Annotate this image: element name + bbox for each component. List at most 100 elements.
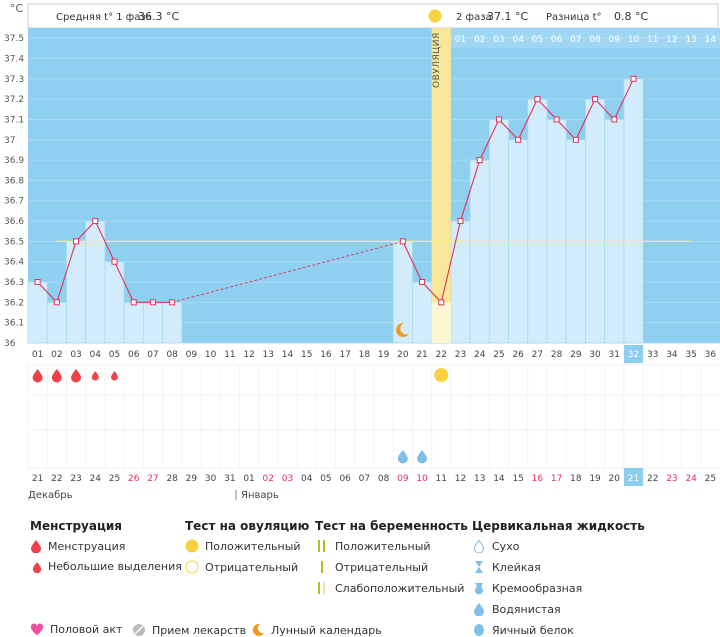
calendar-date-label: 15: [512, 474, 523, 484]
legend-ovulation-positive-label: Положительный: [205, 539, 301, 553]
temperature-point: [438, 299, 445, 306]
temperature-bar: [46, 301, 67, 344]
cycle-day-label: 14: [282, 350, 294, 360]
legend-pregnancy-positive-item: Положительный: [315, 539, 431, 553]
temperature-point: [476, 157, 483, 164]
ovulation-test-positive-icon: [434, 368, 449, 382]
legend-fluid-sticky-label: Клейкая: [492, 560, 541, 574]
calendar-date-label: 01: [243, 474, 254, 484]
temperature-point: [611, 116, 618, 123]
dpo-label: 02: [474, 35, 485, 45]
temperature-point: [73, 238, 80, 245]
temperature-point: [111, 258, 118, 265]
y-tick-label: 37.1: [4, 115, 24, 125]
phase2-value: 37.1 °C: [487, 10, 528, 23]
temperature-point: [592, 96, 599, 103]
calendar-date-label: 26: [128, 474, 140, 484]
cycle-day-label: 03: [70, 350, 81, 360]
y-tick-label: 36: [4, 339, 16, 349]
ovulation-column: [431, 28, 451, 343]
calendar-date-label: 31: [224, 474, 235, 484]
legend-sex-label: Половой акт: [50, 623, 123, 636]
legend-sex-item: Половой акт: [30, 623, 122, 636]
temperature-bar: [162, 301, 183, 344]
legend-fluid-sticky-item: Клейкая: [472, 560, 541, 574]
phase2-label: 2 фаза: [456, 12, 492, 23]
y-tick-label: 36.9: [4, 156, 24, 166]
temperature-line: [556, 119, 577, 141]
cycle-day-label: 35: [685, 350, 696, 360]
temperature-point: [515, 136, 522, 143]
cycle-day-label: 23: [455, 350, 466, 360]
calendar-date-label: 25: [705, 474, 716, 484]
temperature-bar: [469, 159, 490, 344]
y-tick-label: 37.5: [4, 34, 24, 44]
cycle-day-label: 06: [128, 350, 140, 360]
temperature-line: [114, 261, 135, 303]
legend-fluid-watery-item: Водянистая: [472, 602, 561, 616]
calendar-date-label: 09: [397, 474, 409, 484]
calendar-date-label: 24: [685, 474, 697, 484]
ovulation-day-bar: [431, 302, 451, 343]
temperature-line: [517, 98, 538, 141]
y-tick-label: 36.3: [4, 278, 24, 288]
temperature-line: [536, 98, 558, 120]
y-tick-label: 36.1: [4, 319, 24, 329]
calendar-date-label: 18: [570, 474, 582, 484]
temperature-line: [498, 119, 519, 141]
temperature-bar: [546, 119, 567, 344]
dpo-label: 03: [493, 35, 504, 45]
temperature-line: [94, 220, 115, 262]
ovulation-sun-icon: [428, 9, 442, 23]
dry-drop-icon: [473, 539, 485, 553]
legend-pregnancy-faint-item: Слабоположительный: [315, 581, 464, 595]
legend-fluid-watery-label: Водянистая: [492, 602, 561, 616]
legend-menstruation-label: Менструация: [48, 539, 126, 553]
calendar-date-label: 08: [378, 474, 390, 484]
sun-negative-icon: [185, 560, 199, 574]
two-lines-icon: [318, 540, 325, 552]
cycle-day-label: 09: [186, 350, 198, 360]
moon-icon: [252, 623, 264, 636]
dpo-label: 04: [512, 35, 524, 45]
cycle-day-label: 26: [512, 350, 524, 360]
pill-icon: [133, 624, 145, 636]
temperature-line: [402, 241, 423, 283]
legend-menstruation-title: Менструация: [30, 519, 122, 533]
dpo-label: 06: [551, 35, 563, 45]
temperature-point: [169, 299, 176, 306]
legend-pregnancy-test-title: Тест на беременность: [315, 519, 468, 533]
legend-moon-item: Лунный календарь: [251, 623, 382, 637]
dpo-label: 12: [666, 35, 677, 45]
calendar-date-label: 05: [320, 474, 331, 484]
watery-fluid-icon: [397, 450, 408, 464]
dpo-label: 07: [570, 35, 581, 45]
dpo-row: [450, 28, 720, 48]
temperature-bar: [604, 119, 625, 344]
phase1-value: 36.3 °C: [138, 10, 179, 23]
cycle-day-label: 05: [109, 350, 120, 360]
calendar-date-label: 23: [666, 474, 677, 484]
legend-moon-label: Лунный календарь: [271, 623, 382, 637]
cycle-day-label: 12: [243, 350, 254, 360]
month-january: Январь: [241, 490, 279, 501]
temperature-bar: [27, 281, 48, 344]
cycle-day-label: 20: [397, 350, 409, 360]
calendar-date-label: 06: [339, 474, 351, 484]
temperature-line: [594, 98, 615, 120]
menstruation-drop-icon: [51, 369, 62, 383]
temperature-line: [75, 220, 96, 242]
temp-diff-label: Разница t°: [546, 12, 602, 23]
legend-ovulation-negative-label: Отрицательный: [205, 560, 299, 574]
calendar-date-label: 24: [90, 474, 102, 484]
cycle-day-label: 10: [205, 350, 217, 360]
month-december: Декабрь: [28, 490, 73, 501]
calendar-date-label: 20: [609, 474, 621, 484]
cycle-day-label: 08: [166, 350, 178, 360]
temperature-bar: [104, 261, 125, 344]
eggwhite-icon: [474, 624, 484, 636]
current-day-highlight: [623, 345, 644, 363]
cycle-day-label: 21: [416, 350, 427, 360]
legend-spotting-label: Небольшие выделения: [48, 560, 182, 573]
y-tick-label: 37: [4, 136, 15, 146]
